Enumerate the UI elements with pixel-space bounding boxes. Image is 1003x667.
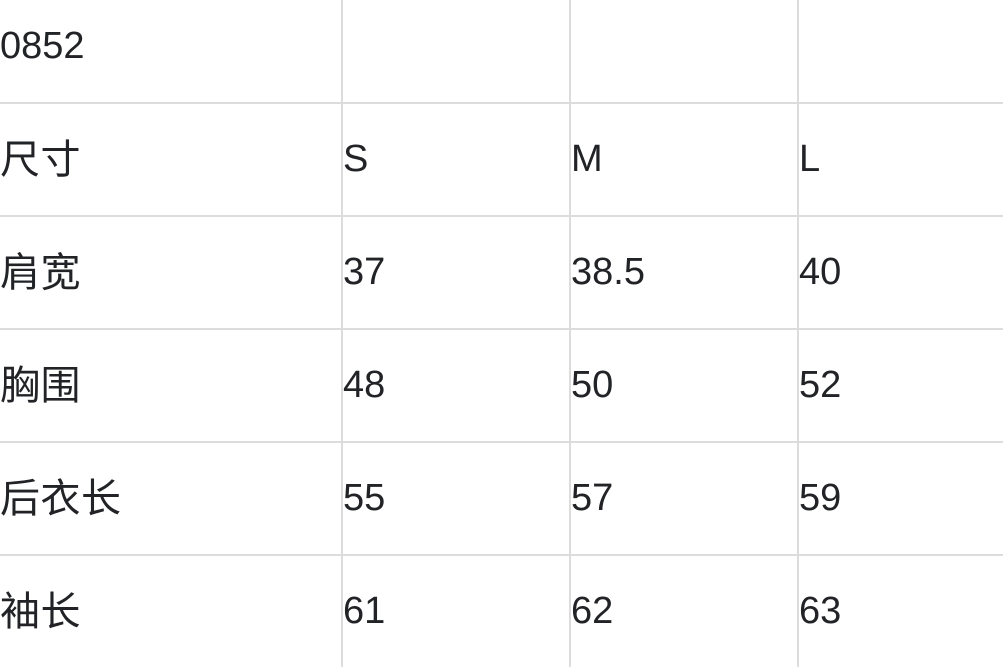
sleeve-length-l: 63 [799, 589, 842, 632]
row-label-sleeve-length: 袖长 [0, 555, 343, 667]
table-row-style-code: 0852 [0, 0, 1003, 104]
back-length-l: 59 [798, 442, 1003, 556]
shoulder-width-m: 38.5 [570, 216, 799, 330]
header-cell-size-l: L [798, 103, 1003, 217]
row-label-bust: 胸围 [0, 329, 343, 443]
sleeve-length-m: 62 [570, 555, 799, 667]
row-label-shoulder-width: 肩宽 [0, 216, 343, 330]
table-row-bust: 胸围 48 50 52 [0, 329, 1003, 443]
sleeve-length-s: 61 [342, 555, 571, 667]
table-row-size-header: 尺寸 S M L [0, 103, 1003, 217]
style-code-cell: 0852 [0, 0, 343, 104]
back-length-m: 57 [570, 442, 799, 556]
shoulder-width-s: 37 [342, 216, 571, 330]
style-code-cell-s [342, 0, 571, 104]
bust-m: 50 [570, 329, 799, 443]
table-row-shoulder-width: 肩宽 37 38.5 40 [0, 216, 1003, 330]
back-length-s: 55 [342, 442, 571, 556]
header-cell-dimension: 尺寸 [0, 103, 343, 217]
row-label-back-length: 后衣长 [0, 442, 343, 556]
bust-l: 52 [798, 329, 1003, 443]
shoulder-width-l: 40 [798, 216, 1003, 330]
bust-s: 48 [342, 329, 571, 443]
table-row-back-length: 后衣长 55 57 59 [0, 442, 1003, 556]
style-code-cell-m [570, 0, 799, 104]
header-cell-size-m: M [570, 103, 799, 217]
header-cell-size-s: S [342, 103, 571, 217]
style-code-cell-l [798, 0, 1003, 104]
table-row-sleeve-length: 袖长 61 62 63 [0, 555, 1003, 667]
